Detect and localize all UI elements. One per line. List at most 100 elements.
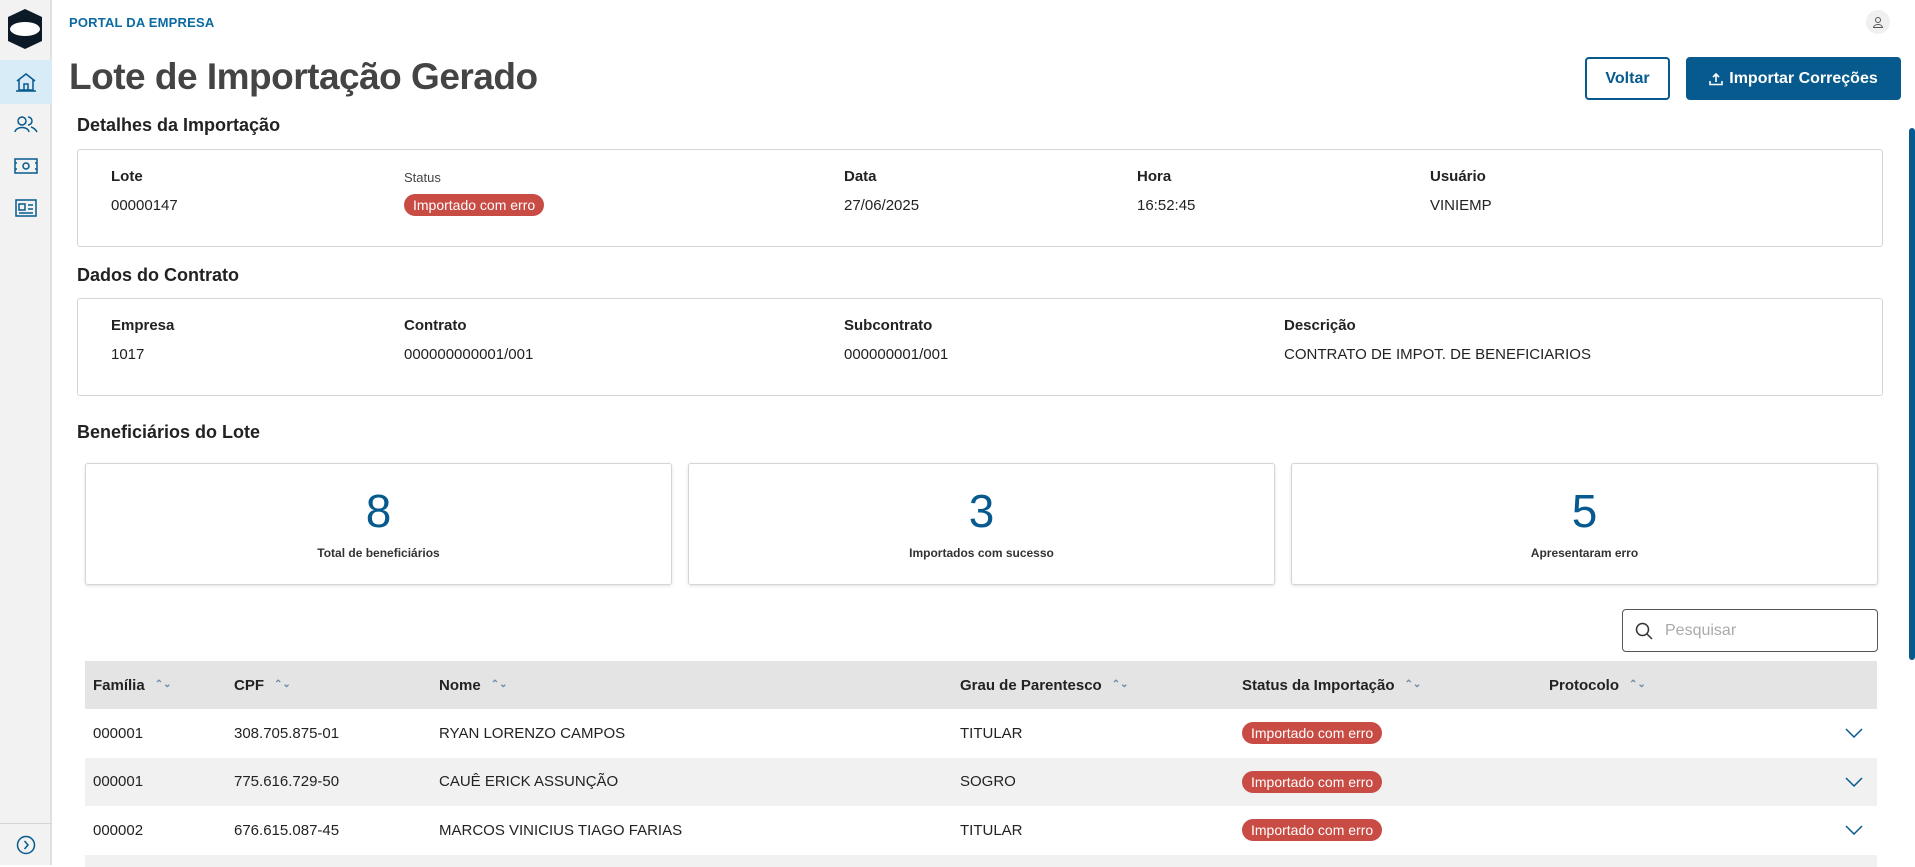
search-input[interactable] bbox=[1665, 621, 1855, 640]
stat-card-errors: 5 Apresentaram erro bbox=[1291, 463, 1878, 585]
cell-status: Importado com erro bbox=[1242, 709, 1383, 758]
contrato-label: Contrato bbox=[404, 317, 467, 334]
column-header-familia[interactable]: Família ⌃⌄ bbox=[93, 661, 171, 709]
table-row[interactable]: 000001 308.705.875-01 RYAN LORENZO CAMPO… bbox=[85, 709, 1877, 758]
stat-card-success: 3 Importados com sucesso bbox=[688, 463, 1275, 585]
cell-cpf: 308.705.875-01 bbox=[234, 724, 340, 742]
portal-label: PORTAL DA EMPRESA bbox=[69, 15, 215, 30]
column-label: Grau de Parentesco bbox=[960, 676, 1102, 694]
data-label: Data bbox=[844, 168, 877, 185]
hora-label: Hora bbox=[1137, 168, 1172, 185]
column-header-protocolo[interactable]: Protocolo ⌃⌄ bbox=[1549, 661, 1646, 709]
column-header-grau[interactable]: Grau de Parentesco ⌃⌄ bbox=[960, 661, 1129, 709]
home-icon bbox=[16, 73, 36, 92]
empresa-label: Empresa bbox=[111, 317, 175, 334]
import-corrections-label: Importar Correções bbox=[1729, 69, 1878, 87]
cell-familia: 000002 bbox=[93, 821, 144, 839]
hora-value: 16:52:45 bbox=[1137, 197, 1196, 214]
page-title: Lote de Importação Gerado bbox=[69, 56, 538, 97]
chevron-right-circle-icon bbox=[16, 835, 36, 854]
sort-icon: ⌃⌄ bbox=[490, 679, 508, 690]
stat-label: Apresentaram erro bbox=[1530, 546, 1639, 560]
cell-cpf: 676.615.087-45 bbox=[234, 821, 340, 839]
import-details-card: Lote 00000147 Status Importado com erro Da… bbox=[77, 149, 1883, 247]
column-label: Protocolo bbox=[1549, 676, 1619, 694]
id-card-icon bbox=[15, 199, 37, 217]
sidebar-item-users[interactable] bbox=[0, 102, 52, 146]
usuario-value: VINIEMP bbox=[1430, 197, 1492, 214]
usuario-label: Usuário bbox=[1430, 168, 1486, 185]
sort-icon: ⌃⌄ bbox=[1111, 679, 1129, 690]
sort-icon: ⌃⌄ bbox=[274, 679, 291, 690]
cell-grau: TITULAR bbox=[960, 821, 1023, 839]
sidebar-item-home[interactable] bbox=[0, 60, 52, 104]
descricao-label: Descrição bbox=[1284, 317, 1356, 334]
cell-status: Importado com erro bbox=[1242, 758, 1383, 807]
table-row[interactable]: 000002 676.615.087-45 MARCOS VINICIUS TI… bbox=[85, 806, 1877, 855]
column-label: Status da Importação bbox=[1242, 676, 1395, 694]
import-corrections-button[interactable]: Importar Correções bbox=[1686, 57, 1901, 100]
sidebar bbox=[0, 0, 52, 865]
search-box[interactable] bbox=[1622, 609, 1878, 652]
contract-card: Empresa 1017 Contrato 000000000001/001 Sub… bbox=[77, 298, 1883, 396]
back-button[interactable]: Voltar bbox=[1585, 57, 1670, 100]
contrato-value: 000000000001/001 bbox=[404, 346, 534, 363]
chevron-down-icon bbox=[1845, 777, 1863, 787]
user-menu-button[interactable] bbox=[1866, 10, 1890, 34]
chevron-down-icon bbox=[1845, 728, 1863, 739]
company-logo bbox=[8, 9, 42, 49]
money-icon bbox=[14, 158, 38, 174]
beneficiaries-table: Família ⌃⌄ CPF ⌃⌄ Nome ⌃⌄ Grau de Parentesc… bbox=[85, 661, 1877, 867]
scrollbar[interactable] bbox=[1909, 128, 1915, 660]
cell-cpf: 775.616.729-50 bbox=[234, 773, 340, 791]
stat-value: 3 bbox=[968, 485, 995, 537]
sort-icon: ⌃⌄ bbox=[1629, 679, 1646, 690]
column-label: Família bbox=[93, 676, 145, 694]
cell-familia: 000001 bbox=[93, 724, 144, 742]
column-label: Nome bbox=[439, 676, 481, 694]
descricao-value: CONTRATO DE IMPOT. DE BENEFICIARIOS bbox=[1284, 346, 1591, 363]
subcontrato-value: 000000001/001 bbox=[844, 346, 949, 363]
back-button-label: Voltar bbox=[1605, 69, 1650, 87]
stat-label: Importados com sucesso bbox=[909, 546, 1054, 560]
users-icon bbox=[14, 116, 38, 133]
cell-nome: CAUÊ ERICK ASSUNÇÃO bbox=[439, 773, 619, 791]
sort-icon: ⌃⌄ bbox=[154, 679, 172, 690]
search-icon bbox=[1635, 622, 1653, 640]
subcontrato-label: Subcontrato bbox=[844, 317, 933, 334]
chevron-down-icon bbox=[1845, 825, 1863, 836]
user-icon bbox=[1872, 17, 1884, 28]
column-label: CPF bbox=[234, 676, 264, 694]
section-title-details: Detalhes da Importação bbox=[77, 115, 281, 135]
cell-familia: 000001 bbox=[93, 773, 144, 791]
table-header: Família ⌃⌄ CPF ⌃⌄ Nome ⌃⌄ Grau de Parentesc… bbox=[85, 661, 1877, 709]
data-value: 27/06/2025 bbox=[844, 197, 920, 214]
status-badge: Importado com erro bbox=[1242, 722, 1383, 745]
expand-sidebar-button[interactable] bbox=[0, 823, 52, 865]
cell-grau: TITULAR bbox=[960, 724, 1023, 742]
column-header-status[interactable]: Status da Importação ⌃⌄ bbox=[1242, 661, 1421, 709]
status-badge: Importado com erro bbox=[404, 194, 545, 216]
stat-value: 8 bbox=[365, 485, 392, 537]
status-label: Status bbox=[404, 170, 441, 185]
stat-value: 5 bbox=[1571, 485, 1598, 537]
table-row bbox=[85, 854, 1877, 867]
cell-grau: SOGRO bbox=[960, 773, 1016, 791]
column-header-nome[interactable]: Nome ⌃⌄ bbox=[439, 661, 507, 709]
section-title-contract: Dados do Contrato bbox=[77, 265, 239, 285]
lote-value: 00000147 bbox=[111, 197, 178, 214]
table-row[interactable]: 000001 775.616.729-50 CAUÊ ERICK ASSUNÇÃ… bbox=[85, 757, 1877, 807]
expand-row-button[interactable] bbox=[1845, 709, 1863, 758]
column-header-cpf[interactable]: CPF ⌃⌄ bbox=[234, 661, 291, 709]
lote-label: Lote bbox=[111, 168, 143, 185]
sidebar-item-documents[interactable] bbox=[0, 186, 52, 230]
stat-card-total: 8 Total de beneficiários bbox=[85, 463, 672, 585]
stat-label: Total de beneficiários bbox=[317, 546, 440, 560]
expand-row-button[interactable] bbox=[1845, 806, 1863, 855]
sidebar-item-finance[interactable] bbox=[0, 144, 52, 188]
upload-icon bbox=[1709, 72, 1724, 85]
cell-nome: RYAN LORENZO CAMPOS bbox=[439, 724, 626, 742]
status-badge: Importado com erro bbox=[1242, 819, 1383, 842]
expand-row-button[interactable] bbox=[1845, 758, 1863, 807]
cell-nome: MARCOS VINICIUS TIAGO FARIAS bbox=[439, 821, 683, 839]
